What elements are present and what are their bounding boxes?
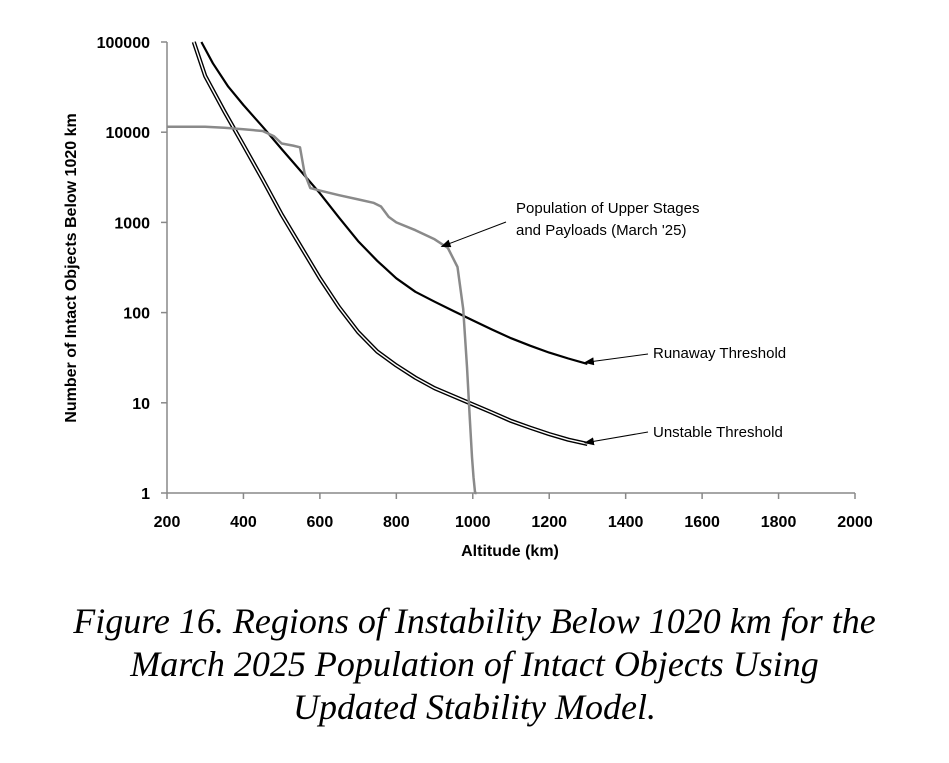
caption-line-2: March 2025 Population of Intact Objects … bbox=[130, 644, 819, 684]
annotation-arrow bbox=[583, 353, 649, 366]
y-tick-label: 10 bbox=[132, 396, 150, 413]
annotation-arrow bbox=[440, 221, 507, 248]
chart: 200 400 600 800 1000 1200 1400 1600 1800 2000 1 10 1… bbox=[63, 35, 873, 560]
y-axis-title: Number of Intact Objects Below 1020 km bbox=[63, 113, 80, 422]
caption-line-1: Figure 16. Regions of Instability Below … bbox=[73, 601, 876, 641]
series-layer bbox=[167, 41, 588, 495]
x-tick-label: 1200 bbox=[531, 514, 567, 531]
y-tick-label: 1 bbox=[141, 486, 150, 503]
annotation-arrow bbox=[583, 431, 649, 446]
x-tick-label: 400 bbox=[230, 514, 257, 531]
series-population-of-upper-stages-and-payloads-march-25 bbox=[167, 125, 477, 495]
y-tick-label: 1000 bbox=[114, 215, 150, 232]
y-tick-label: 100 bbox=[123, 306, 150, 323]
x-tick-label: 800 bbox=[383, 514, 410, 531]
series-unstable-threshold-outer bbox=[191, 41, 588, 446]
x-tick-label: 600 bbox=[307, 514, 334, 531]
y-tick-label: 10000 bbox=[106, 125, 151, 142]
x-tick-label: 1000 bbox=[455, 514, 491, 531]
x-tick-label: 2000 bbox=[837, 514, 873, 531]
tick-labels: 200 400 600 800 1000 1200 1400 1600 1800 2000 1 10 1… bbox=[97, 35, 873, 531]
x-tick-label: 200 bbox=[154, 514, 181, 531]
x-axis-title: Altitude (km) bbox=[461, 543, 559, 560]
annotations: Population of Upper Stages and Payloads (… bbox=[440, 200, 786, 446]
annotation-label: Population of Upper Stages bbox=[516, 200, 699, 217]
caption-line-3: Updated Stability Model. bbox=[293, 687, 656, 727]
x-tick-label: 1800 bbox=[761, 514, 797, 531]
figure-caption: Figure 16. Regions of Instability Below … bbox=[0, 600, 949, 729]
x-tick-label: 1400 bbox=[608, 514, 644, 531]
series-unstable-threshold-inner bbox=[193, 41, 588, 445]
y-tick-label: 100000 bbox=[97, 35, 150, 52]
annotation-label: Runaway Threshold bbox=[653, 345, 786, 362]
axes bbox=[161, 41, 856, 499]
annotation-label: Unstable Threshold bbox=[653, 424, 783, 441]
annotation-label: and Payloads (March '25) bbox=[516, 222, 686, 239]
x-tick-label: 1600 bbox=[684, 514, 720, 531]
series-runaway-threshold bbox=[200, 41, 588, 365]
